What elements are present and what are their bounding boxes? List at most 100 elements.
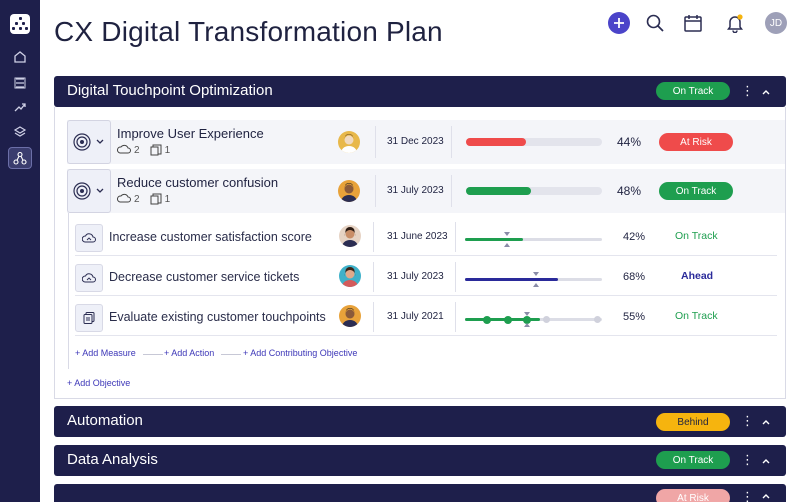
calendar-icon[interactable] xyxy=(682,12,704,34)
target-icon[interactable] xyxy=(67,120,111,164)
sidebar xyxy=(0,0,40,502)
progress-fill xyxy=(465,278,559,281)
divider xyxy=(221,354,241,355)
chevron-up-icon[interactable] xyxy=(760,86,772,98)
section-header[interactable]: Automation Behind ⋮ xyxy=(54,406,786,437)
file-icon xyxy=(150,144,162,156)
divider xyxy=(143,354,163,355)
app-logo[interactable] xyxy=(10,14,30,34)
file-icon xyxy=(150,193,162,205)
owner-avatar[interactable] xyxy=(339,225,361,247)
target-marker xyxy=(533,272,539,287)
milestone-dot[interactable] xyxy=(594,316,601,323)
objective-title[interactable]: Improve User Experience xyxy=(117,126,264,141)
due-date: 31 July 2023 xyxy=(387,185,444,196)
target-marker xyxy=(524,312,530,327)
more-options-icon[interactable]: ⋮ xyxy=(741,413,754,428)
section-header[interactable]: Data Analysis On Track ⋮ xyxy=(54,445,786,476)
owner-avatar[interactable] xyxy=(338,180,360,202)
section-header[interactable]: At Risk ⋮ xyxy=(54,484,786,502)
network-icon[interactable] xyxy=(8,147,32,169)
due-date: 31 June 2023 xyxy=(387,231,448,242)
objective-title[interactable]: Reduce customer confusion xyxy=(117,175,279,190)
objective-row[interactable]: Reduce customer confusion 2 1 31 July 20… xyxy=(67,169,785,213)
status-label: Ahead xyxy=(681,270,714,282)
add-contributing-objective-link[interactable]: + Add Contributing Objective xyxy=(243,348,358,358)
comment-count: 2 xyxy=(134,193,140,205)
chevron-up-icon[interactable] xyxy=(760,455,772,467)
comment-icon xyxy=(117,193,131,203)
document-icon xyxy=(75,304,103,332)
milestone-dot[interactable] xyxy=(523,315,531,324)
status-badge: Behind xyxy=(656,413,730,431)
home-icon[interactable] xyxy=(8,46,32,68)
layers-icon[interactable] xyxy=(8,121,32,143)
divider xyxy=(373,302,374,332)
divider xyxy=(455,222,456,252)
divider xyxy=(373,222,374,252)
more-options-icon[interactable]: ⋮ xyxy=(741,452,754,467)
measure-row[interactable]: Evaluate existing customer touchpoints 3… xyxy=(75,298,777,336)
status-badge: On Track xyxy=(656,451,730,469)
divider xyxy=(455,302,456,332)
measure-row[interactable]: Decrease customer service tickets 31 Jul… xyxy=(75,258,777,296)
cloud-icon xyxy=(75,224,103,252)
progress-fill xyxy=(466,138,526,146)
progress-bar xyxy=(465,312,602,327)
cloud-icon xyxy=(75,264,103,292)
measure-list: Increase customer satisfaction score 31 … xyxy=(68,213,784,369)
due-date: 31 July 2023 xyxy=(387,271,444,282)
divider xyxy=(451,175,452,207)
comment-icon xyxy=(117,144,131,154)
milestone-dot[interactable] xyxy=(483,315,491,324)
section-header[interactable]: Digital Touchpoint Optimization On Track… xyxy=(54,76,786,107)
due-date: 31 July 2021 xyxy=(387,311,444,322)
progress-percent: 44% xyxy=(617,135,642,149)
chevron-up-icon[interactable] xyxy=(760,490,772,502)
measure-title[interactable]: Decrease customer service tickets xyxy=(109,270,300,284)
search-icon[interactable] xyxy=(644,12,666,34)
owner-avatar[interactable] xyxy=(338,131,360,153)
plus-icon[interactable] xyxy=(608,12,630,34)
add-objective-link[interactable]: + Add Objective xyxy=(67,378,131,388)
objective-row[interactable]: Improve User Experience 2 1 31 Dec 2023 … xyxy=(67,120,785,164)
divider xyxy=(373,262,374,292)
more-options-icon[interactable]: ⋮ xyxy=(741,83,754,98)
divider xyxy=(451,126,452,158)
measure-title[interactable]: Increase customer satisfaction score xyxy=(109,230,312,244)
target-marker xyxy=(504,232,510,247)
trend-icon[interactable] xyxy=(8,96,32,118)
more-options-icon[interactable]: ⋮ xyxy=(741,489,754,502)
progress-bar xyxy=(465,272,602,287)
add-action-link[interactable]: + Add Action xyxy=(164,348,215,358)
milestone-dot[interactable] xyxy=(543,316,550,323)
section-body: Improve User Experience 2 1 31 Dec 2023 … xyxy=(54,107,786,399)
add-measure-link[interactable]: + Add Measure xyxy=(75,348,136,358)
progress-percent: 55% xyxy=(623,311,646,323)
status-badge: At Risk xyxy=(656,489,730,502)
milestone-dot[interactable] xyxy=(504,315,512,324)
bell-icon[interactable] xyxy=(724,12,746,34)
measure-row[interactable]: Increase customer satisfaction score 31 … xyxy=(75,218,777,256)
comment-count: 2 xyxy=(134,144,140,156)
target-icon[interactable] xyxy=(67,169,111,213)
objective-meta: 2 1 xyxy=(117,193,170,205)
page-title: CX Digital Transformation Plan xyxy=(54,16,443,47)
status-badge: On Track xyxy=(659,182,733,200)
progress-bar xyxy=(466,138,602,146)
status-badge: On Track xyxy=(656,82,730,100)
divider xyxy=(375,175,376,207)
owner-avatar[interactable] xyxy=(339,305,361,327)
measure-title[interactable]: Evaluate existing customer touchpoints xyxy=(109,310,326,324)
owner-avatar[interactable] xyxy=(339,265,361,287)
chevron-up-icon[interactable] xyxy=(760,416,772,428)
progress-fill xyxy=(465,238,523,241)
progress-percent: 48% xyxy=(617,184,642,198)
list-icon[interactable] xyxy=(8,72,32,94)
progress-bar xyxy=(465,232,602,247)
progress-percent: 68% xyxy=(623,271,646,283)
user-avatar[interactable]: JD xyxy=(765,12,787,34)
file-count: 1 xyxy=(164,193,171,205)
progress-bar xyxy=(466,187,602,195)
